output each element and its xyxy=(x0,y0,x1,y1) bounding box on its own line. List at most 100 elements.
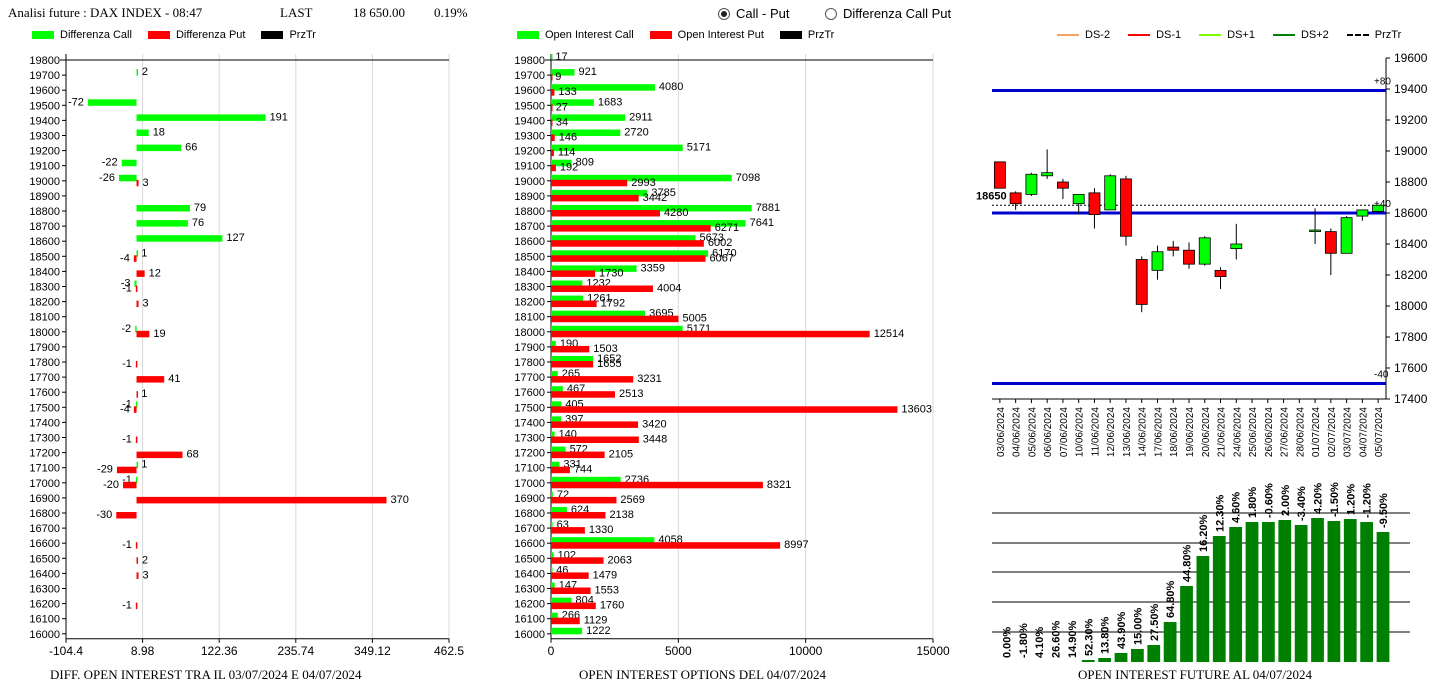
diff-strike-label: 16100 xyxy=(29,614,60,626)
candle-up xyxy=(1356,209,1369,217)
future-bar-label: -0.60% xyxy=(1263,483,1275,518)
diff-put-value: 1 xyxy=(141,388,147,400)
oi-call-value: 1683 xyxy=(598,96,622,108)
diff-call-value: -1 xyxy=(122,474,132,486)
oi-put-value: 8321 xyxy=(767,479,791,491)
oi-call-value: 7098 xyxy=(736,172,760,184)
diff-call-value: -2 xyxy=(121,323,131,335)
future-bar-label: 64.80% xyxy=(1165,580,1177,618)
legend-candles: DS-2 DS-1 DS+1 DS+2 PrzTr xyxy=(1057,29,1419,41)
candle-down xyxy=(1057,181,1069,189)
oi-call-bar xyxy=(551,235,696,242)
future-bar-label: 15.00% xyxy=(1132,607,1144,645)
oi-put-bar xyxy=(551,164,556,172)
diff-put-bar xyxy=(135,602,138,610)
oi-call-bar xyxy=(551,491,553,499)
candle-down xyxy=(993,161,1006,189)
legend-item-oi-call: Open Interest Call xyxy=(517,29,634,41)
diff-strike-label: 16000 xyxy=(29,629,60,641)
diff-put-value: -1 xyxy=(122,358,132,370)
diff-strike-label: 19600 xyxy=(29,85,60,97)
oi-strike-label: 17100 xyxy=(514,463,545,475)
candle-down xyxy=(1088,192,1101,215)
open-interest-options-chart: 0 5000 10000 15000 19800 19700 19600 19500 19400… xyxy=(514,52,950,658)
change-percent: 0.19% xyxy=(434,5,468,20)
oi-put-bar xyxy=(551,602,596,610)
diff-put-value: 370 xyxy=(391,494,409,506)
radio-differenza-call-put[interactable]: Differenza Call Put xyxy=(825,6,951,21)
candle-y-tick-label: 17400 xyxy=(1394,392,1428,406)
candle-y-tick-label: 19200 xyxy=(1394,113,1428,127)
diff-strike-label: 19500 xyxy=(29,100,60,112)
oi-strike-label: 19600 xyxy=(514,85,545,97)
future-bar-label: 12.30% xyxy=(1214,494,1226,532)
oi-put-bar xyxy=(551,300,597,308)
future-bar xyxy=(1343,519,1357,662)
future-bar xyxy=(1376,532,1390,662)
candle-date-label: 11/06/2024 xyxy=(1090,407,1101,457)
diff-strike-label: 17100 xyxy=(29,463,60,475)
oi-put-value: 4004 xyxy=(657,283,681,295)
oi-put-value: 6271 xyxy=(715,222,739,234)
diff-strike-label: 18300 xyxy=(29,282,60,294)
oi-put-bar xyxy=(551,74,553,81)
oi-put-value: 3231 xyxy=(637,373,661,385)
diff-x-tick-label: 349.12 xyxy=(354,644,391,658)
legend-item-call: Differenza Call xyxy=(32,29,132,41)
candle-date-label: 02/07/2024 xyxy=(1327,407,1338,457)
candle-down xyxy=(1120,178,1132,237)
candle-y-tick-label: 18400 xyxy=(1394,237,1428,251)
diff-strike-label: 17400 xyxy=(29,417,60,429)
oi-put-value: 2138 xyxy=(609,509,633,521)
oi-put-value: 1792 xyxy=(601,298,625,310)
diff-put-bar xyxy=(135,436,138,443)
candle-up xyxy=(1104,175,1117,211)
future-bar-label: -1.80% xyxy=(1018,623,1030,658)
candle-up xyxy=(1340,217,1353,254)
oi-put-bar xyxy=(551,527,585,534)
oi-call-bar xyxy=(551,371,558,378)
diff-strike-label: 17300 xyxy=(29,433,60,445)
diff-call-bar xyxy=(118,174,137,182)
candle-y-tick-label: 19000 xyxy=(1394,144,1428,158)
diff-call-bar xyxy=(136,144,182,152)
oi-put-value: 5005 xyxy=(682,313,706,325)
oi-call-bar xyxy=(551,189,648,197)
level-label: -40 xyxy=(1374,370,1389,381)
diff-call-bar xyxy=(136,114,266,121)
diff-strike-label: 18900 xyxy=(29,191,60,203)
future-bar-label: -3.40% xyxy=(1296,486,1308,521)
future-bar xyxy=(1114,653,1128,662)
oi-call-bar xyxy=(551,84,655,91)
candle-y-tick-label: 19400 xyxy=(1394,82,1428,96)
candle-date-label: 03/07/2024 xyxy=(1343,407,1354,457)
oi-put-value: 1479 xyxy=(593,569,617,581)
diff-strike-label: 16700 xyxy=(29,523,60,535)
oi-call-bar xyxy=(551,54,553,61)
diff-strike-label: 18700 xyxy=(29,221,60,233)
oi-put-bar xyxy=(551,451,605,459)
oi-put-value: 2569 xyxy=(620,494,644,506)
oi-put-value: 6067 xyxy=(710,252,734,264)
candle-date-label: 27/06/2024 xyxy=(1280,407,1291,457)
diff-put-value: 41 xyxy=(168,373,180,385)
oi-call-value: 5673 xyxy=(699,232,723,244)
oi-put-value: 2105 xyxy=(609,449,633,461)
future-open-interest-chart: 0.00% -1.80% 4.10% 26.60% 14.90% 52.30% 13.80%… xyxy=(992,482,1410,662)
radio-call-put[interactable]: Call - Put xyxy=(718,6,789,21)
diff-call-value: 79 xyxy=(194,202,206,214)
oi-put-bar xyxy=(551,285,653,292)
diff-call-value: 1 xyxy=(141,459,147,471)
oi-strike-label: 17500 xyxy=(514,402,545,414)
candle-down xyxy=(1324,231,1337,254)
candle-y-tick-label: 18000 xyxy=(1394,299,1428,313)
diff-put-bar xyxy=(135,285,138,292)
candle-up xyxy=(1025,173,1038,195)
oi-put-value: 146 xyxy=(559,132,577,144)
oi-put-bar xyxy=(551,361,594,368)
oi-call-bar xyxy=(551,582,555,589)
future-bar xyxy=(1278,520,1292,662)
oi-put-bar xyxy=(551,512,606,519)
oi-strike-label: 18600 xyxy=(514,236,545,248)
diff-put-bar xyxy=(136,451,183,459)
